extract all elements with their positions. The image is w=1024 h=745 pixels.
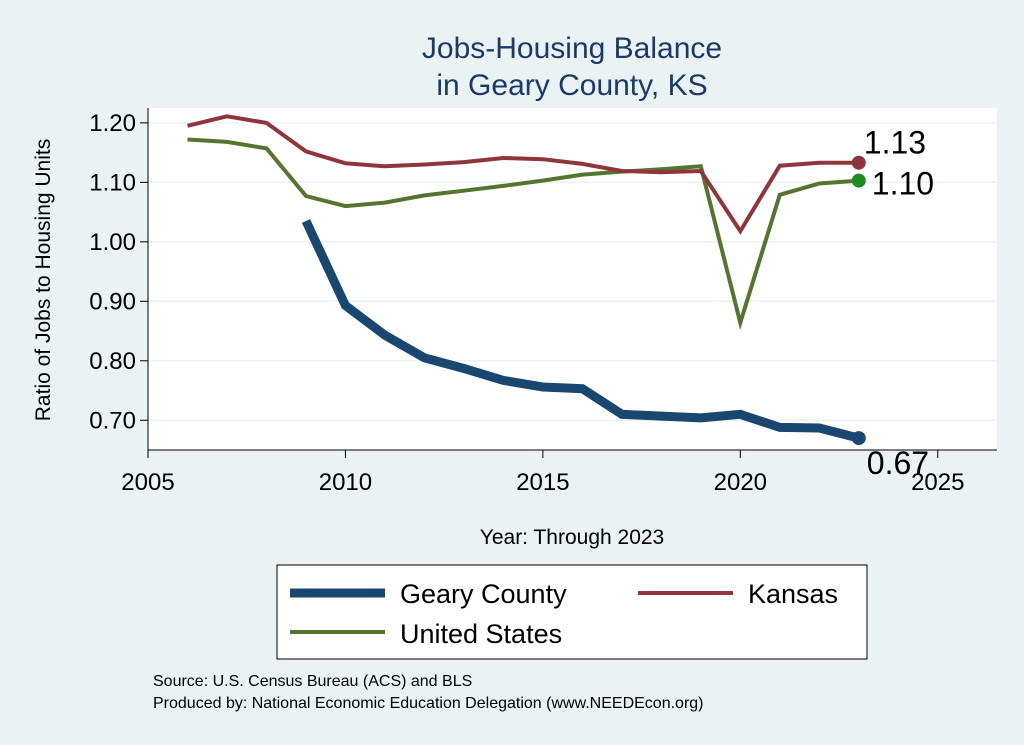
x-axis-title: Year: Through 2023 (480, 526, 665, 549)
end-labels: 1.10 1.13 0.67 (864, 125, 934, 481)
y-tick-label: 0.70 (89, 407, 136, 434)
end-marker-united-states (851, 173, 866, 188)
legend-label-geary-county: Geary County (400, 579, 567, 609)
end-marker-kansas (851, 155, 866, 170)
end-marker-geary-county (851, 431, 866, 446)
series-line-united-states (187, 137, 859, 331)
y-tick-label: 1.00 (89, 229, 136, 256)
legend-label-united-states: United States (400, 619, 562, 649)
legend: Geary County Kansas United States (276, 564, 868, 660)
producer-note: Produced by: National Economic Education… (153, 695, 704, 712)
y-tick-label: 1.20 (89, 110, 136, 137)
legend-box (276, 564, 868, 660)
series-line-geary-county (301, 219, 860, 443)
y-tick-label: 0.90 (89, 288, 136, 315)
chart-title-line-1: Jobs-Housing Balance (422, 32, 722, 65)
y-tick-label: 0.80 (89, 348, 136, 375)
end-label-united-states: 1.10 (872, 166, 934, 202)
x-tick-label: 2025 (911, 469, 964, 496)
x-tick-label: 2020 (714, 469, 767, 496)
series-line-kansas (187, 114, 859, 235)
legend-label-kansas: Kansas (748, 579, 838, 609)
end-label-kansas: 1.13 (864, 125, 926, 161)
source-note: Source: U.S. Census Bureau (ACS) and BLS (153, 673, 472, 690)
end-label-geary-county: 0.67 (867, 445, 929, 481)
axes: 0.70 0.80 0.90 1.00 1.10 1.20 2005 2010 2015 2020… (89, 108, 997, 496)
grid-lines (148, 122, 997, 422)
x-tick-label: 2005 (121, 469, 174, 496)
y-axis-title: Ratio of Jobs to Housing Units (32, 139, 55, 421)
series-lines (187, 114, 866, 446)
x-tick-label: 2015 (516, 469, 569, 496)
x-tick-label: 2010 (319, 469, 372, 496)
chart-title-line-2: in Geary County, KS (436, 69, 707, 102)
y-tick-label: 1.10 (89, 169, 136, 196)
